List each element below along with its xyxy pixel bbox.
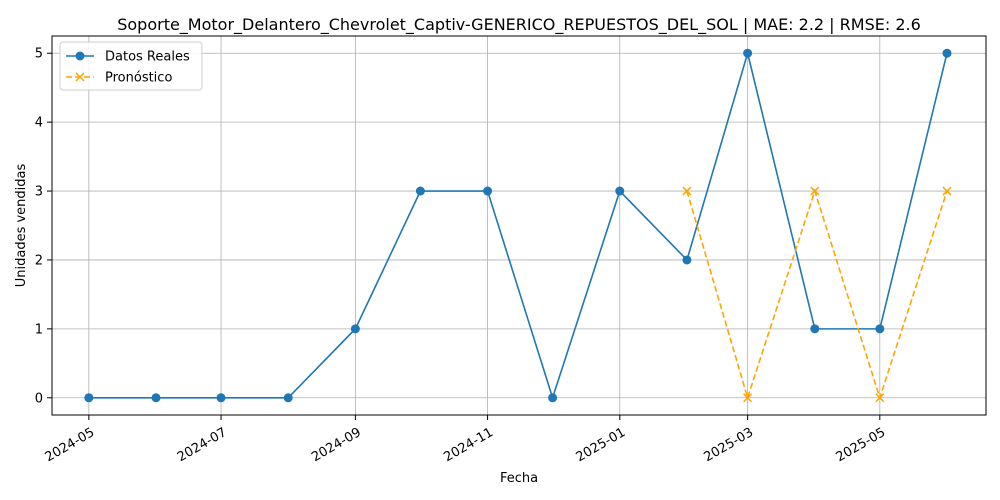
data-point <box>548 393 558 403</box>
legend-label: Pronóstico <box>105 71 172 86</box>
data-point <box>942 48 952 58</box>
data-point <box>743 48 753 58</box>
data-point <box>283 393 293 403</box>
data-point <box>875 324 885 334</box>
data-point <box>810 324 820 334</box>
series-datos-reales <box>84 48 952 403</box>
y-tick-label: 5 <box>35 47 43 62</box>
y-tick-label: 4 <box>35 116 43 131</box>
y-tick-label: 3 <box>35 185 43 200</box>
y-tick-label: 1 <box>35 322 43 337</box>
series-pronostico <box>682 186 952 403</box>
data-point <box>216 393 226 403</box>
legend-entry: Pronóstico <box>66 71 172 86</box>
series-line <box>88 50 948 401</box>
data-point <box>483 186 493 196</box>
y-tick-label: 0 <box>35 391 43 406</box>
y-axis-label: Unidades vendidas <box>14 164 29 288</box>
x-axis-label: Fecha <box>500 471 538 486</box>
data-point <box>151 393 161 403</box>
data-point <box>415 186 425 196</box>
data-point <box>682 255 692 265</box>
data-point <box>743 393 753 403</box>
data-point <box>942 186 952 196</box>
data-point <box>810 186 820 196</box>
legend-box <box>59 41 203 91</box>
chart-title: Soporte_Motor_Delantero_Chevrolet_Captiv… <box>117 15 921 35</box>
data-point <box>875 393 885 403</box>
data-point <box>682 186 692 196</box>
series-layer <box>84 48 952 403</box>
legend-marker <box>75 72 85 82</box>
legend-label: Datos Reales <box>105 50 190 65</box>
y-tick-label: 2 <box>35 253 43 268</box>
legend: Datos Reales Pronóstico <box>59 41 203 91</box>
data-point <box>350 324 360 334</box>
data-point <box>84 393 94 403</box>
data-point <box>615 186 625 196</box>
plot-frame <box>51 35 987 416</box>
legend-entry: Datos Reales <box>66 50 190 65</box>
legend-marker <box>75 51 85 61</box>
